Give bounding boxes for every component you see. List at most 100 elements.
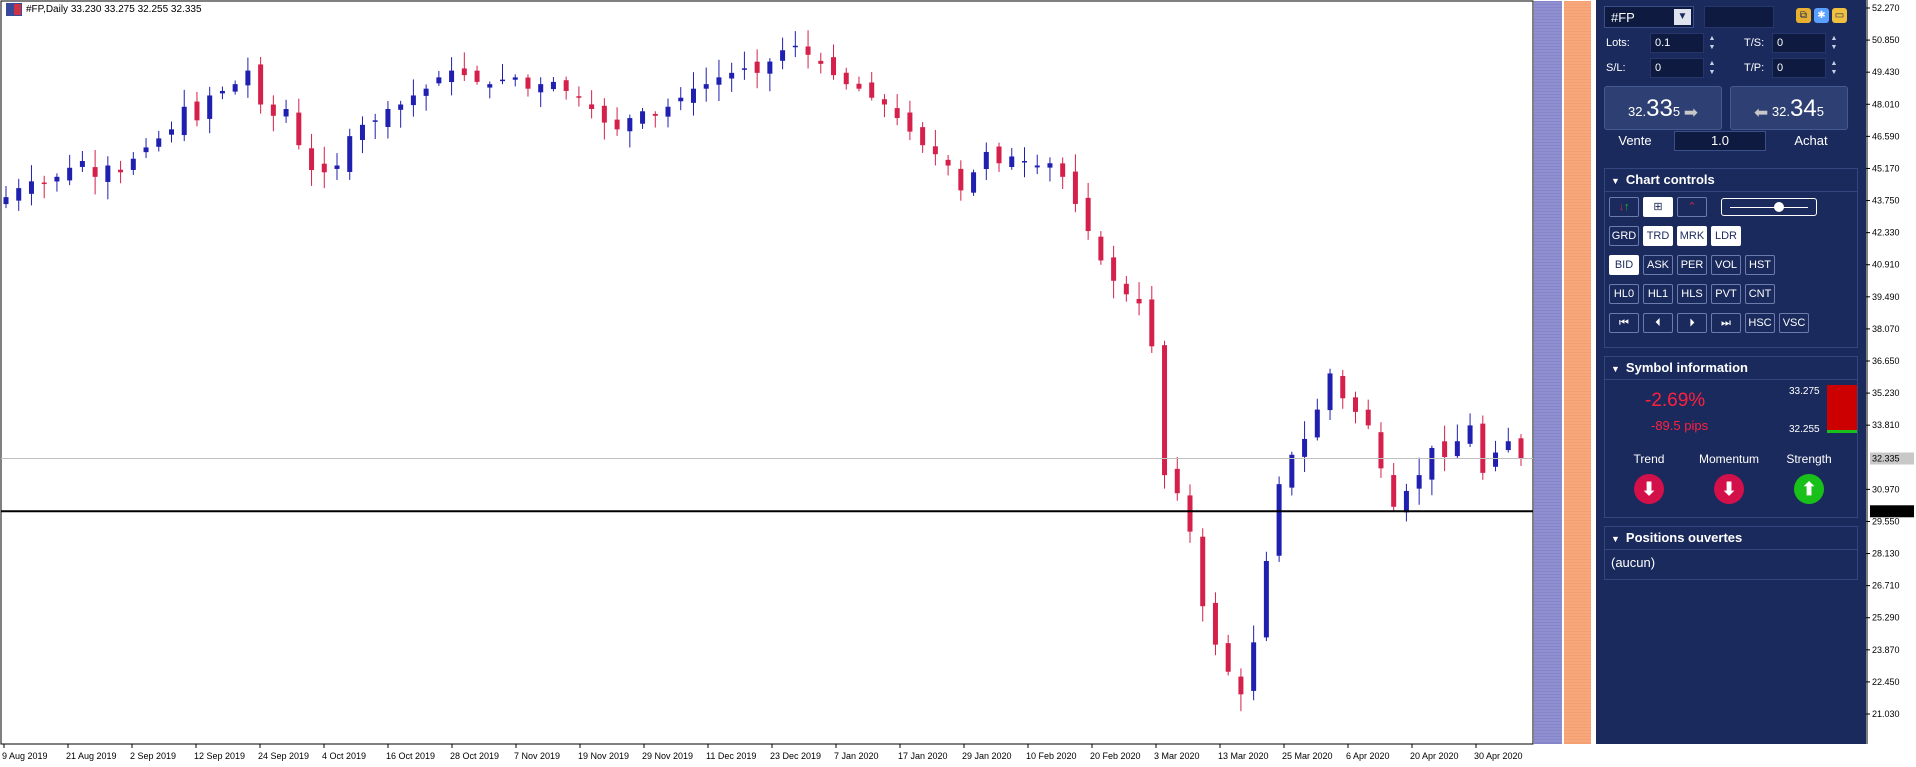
candle-body: [16, 188, 22, 201]
grd-button[interactable]: GRD: [1609, 226, 1639, 246]
candle-body: [156, 138, 162, 147]
candle-body: [1047, 163, 1053, 168]
candle-body: [245, 70, 251, 86]
hst-button[interactable]: HST: [1745, 255, 1775, 275]
candle-body: [831, 57, 837, 76]
chart-controls-section: ▼ Chart controls ↓↑ ⊞ ⌃ GRD TRD MRK LDR B…: [1604, 168, 1858, 348]
bid-button[interactable]: BID: [1609, 255, 1639, 275]
y-tick-label: 28.130: [1872, 549, 1900, 559]
bar-chart-mode-icon[interactable]: ↓↑: [1609, 197, 1639, 217]
step-back-icon[interactable]: ⏴: [1643, 313, 1673, 333]
hl1-button[interactable]: HL1: [1643, 284, 1673, 304]
per-button[interactable]: PER: [1677, 255, 1707, 275]
ldr-button[interactable]: LDR: [1711, 226, 1741, 246]
candle-body: [932, 146, 938, 155]
skip-start-icon[interactable]: ⏮: [1609, 313, 1639, 333]
lots-input[interactable]: 0.1 ▲ ▼: [1650, 33, 1715, 53]
trd-button[interactable]: TRD: [1643, 226, 1673, 246]
candle-body: [181, 106, 187, 136]
x-tick-label: 16 Oct 2019: [386, 751, 435, 761]
pvt-button[interactable]: PVT: [1711, 284, 1741, 304]
sl-spinner-icon[interactable]: ▲ ▼: [1708, 60, 1716, 76]
open-positions-value: (aucun): [1611, 555, 1656, 570]
settings-icon[interactable]: ✱: [1814, 8, 1829, 23]
y-tick-label: 45.170: [1872, 163, 1900, 173]
line-chart-mode-icon[interactable]: ⌃: [1677, 197, 1707, 217]
sell-button[interactable]: Vente: [1618, 133, 1652, 148]
x-tick-label: 23 Dec 2019: [770, 751, 821, 761]
candle-body: [1098, 236, 1104, 261]
y-tick-label: 48.010: [1872, 99, 1900, 109]
hsc-button[interactable]: HSC: [1745, 313, 1775, 333]
zoom-slider[interactable]: [1721, 198, 1817, 216]
candle-body: [1314, 409, 1320, 438]
hl0-button[interactable]: HL0: [1609, 284, 1639, 304]
buy-price-button[interactable]: ⬅ 32.345: [1730, 86, 1848, 130]
hls-button[interactable]: HLS: [1677, 284, 1707, 304]
lots-spinner-icon[interactable]: ▲ ▼: [1708, 35, 1716, 51]
x-tick-label: 6 Apr 2020: [1346, 751, 1390, 761]
y-tick-label: 50.850: [1872, 35, 1900, 45]
x-tick-label: 9 Aug 2019: [2, 751, 48, 761]
skip-end-icon[interactable]: ⏭: [1711, 313, 1741, 333]
zoom-slider-knob[interactable]: [1774, 202, 1784, 212]
x-tick-label: 20 Apr 2020: [1410, 751, 1459, 761]
candle-body: [1378, 432, 1384, 469]
strip-blue: [1534, 1, 1562, 744]
ask-button[interactable]: ASK: [1643, 255, 1673, 275]
candle-body: [1072, 171, 1078, 204]
vsc-button[interactable]: VSC: [1779, 313, 1809, 333]
chevron-down-icon[interactable]: ▼: [1674, 9, 1691, 25]
step-forward-icon[interactable]: ⏵: [1677, 313, 1707, 333]
candle-body: [1009, 156, 1015, 168]
candle-body: [1021, 160, 1027, 163]
price-label-bg: [1870, 452, 1914, 465]
sell-price-tail: 5: [1672, 104, 1681, 119]
candle-body: [1302, 438, 1308, 457]
candle-body: [1111, 257, 1117, 281]
sl-input[interactable]: 0 ▲ ▼: [1650, 58, 1715, 78]
candle-body: [716, 77, 722, 85]
candle-body: [894, 108, 900, 119]
candle-body: [296, 112, 302, 146]
cnt-button[interactable]: CNT: [1745, 284, 1775, 304]
y-tick-label: 49.430: [1872, 67, 1900, 77]
symbol-search-input[interactable]: [1704, 6, 1774, 28]
sell-price-button[interactable]: 32.335 ➡: [1604, 86, 1722, 130]
symbol-info-header[interactable]: ▼ Symbol information: [1605, 357, 1857, 380]
symbol-select[interactable]: #FP ▼: [1604, 6, 1694, 28]
tp-spinner-icon[interactable]: ▲ ▼: [1830, 60, 1838, 76]
buy-button[interactable]: Achat: [1794, 133, 1828, 148]
candle-body: [525, 77, 531, 89]
quantity-input[interactable]: 1.0: [1674, 131, 1766, 151]
ts-input[interactable]: 0 ▲ ▼: [1772, 33, 1837, 53]
candle-body: [1200, 536, 1206, 607]
candle-body: [105, 165, 111, 182]
candle-body: [207, 95, 213, 119]
copy-icon[interactable]: ⧉: [1796, 8, 1811, 23]
ts-spinner-icon[interactable]: ▲ ▼: [1830, 35, 1838, 51]
candle-chart-mode-icon[interactable]: ⊞: [1643, 197, 1673, 217]
open-positions-header[interactable]: ▼ Positions ouvertes: [1605, 527, 1857, 550]
vol-button[interactable]: VOL: [1711, 255, 1741, 275]
tp-input[interactable]: 0 ▲ ▼: [1772, 58, 1837, 78]
chart-controls-title: Chart controls: [1625, 172, 1715, 187]
candle-body: [1174, 468, 1180, 494]
open-positions-title: Positions ouvertes: [1625, 530, 1743, 545]
arrow-down-icon: ⬇: [1634, 474, 1664, 504]
x-tick-label: 30 Apr 2020: [1474, 751, 1523, 761]
chart-controls-header[interactable]: ▼ Chart controls: [1605, 169, 1857, 192]
ts-value: 0: [1777, 37, 1784, 49]
candle-body: [410, 95, 416, 106]
candle-body: [1289, 454, 1295, 488]
candle-body: [640, 111, 646, 124]
mrk-button[interactable]: MRK: [1677, 226, 1707, 246]
y-tick-label: 21.030: [1872, 709, 1900, 719]
candle-body: [576, 96, 582, 98]
candle-body: [983, 151, 989, 170]
candle-body: [1493, 452, 1499, 467]
candle-body: [920, 127, 926, 146]
minimize-icon[interactable]: ▭: [1832, 8, 1847, 23]
